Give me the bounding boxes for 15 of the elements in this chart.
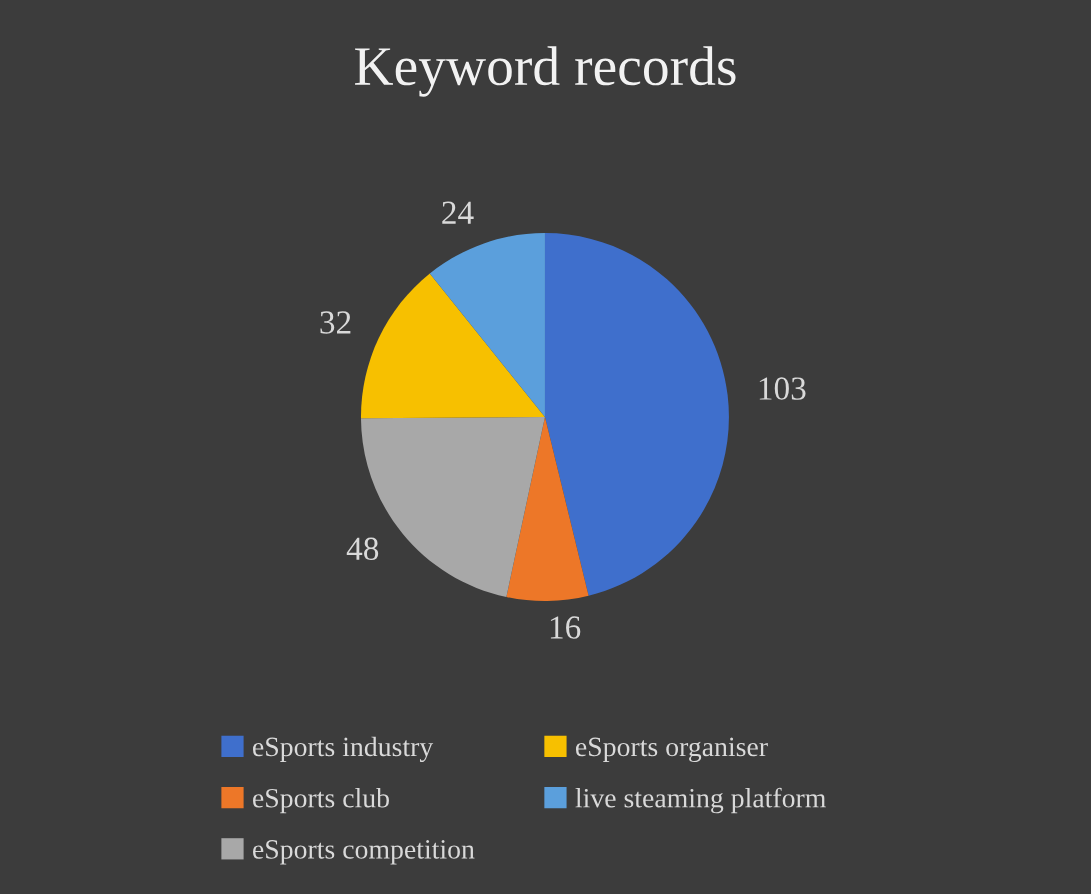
data-label: 16 <box>550 616 581 639</box>
pie-slice <box>544 233 729 596</box>
legend-label: eSports organiser <box>575 737 768 762</box>
legend-label: eSports industry <box>253 736 434 762</box>
pie-slice <box>429 233 545 418</box>
data-label: 103 <box>759 377 806 400</box>
data-label: 24 <box>442 201 474 224</box>
legend-label: eSports competition <box>253 840 475 865</box>
data-label: 48 <box>346 537 379 561</box>
legend-label: live steaming platform <box>575 787 826 814</box>
pie-slice <box>360 273 545 419</box>
pie-slice <box>506 417 589 601</box>
chart-title: Keyword records <box>355 46 736 97</box>
data-label: 32 <box>320 311 351 334</box>
legend-label: eSports club <box>253 788 389 814</box>
